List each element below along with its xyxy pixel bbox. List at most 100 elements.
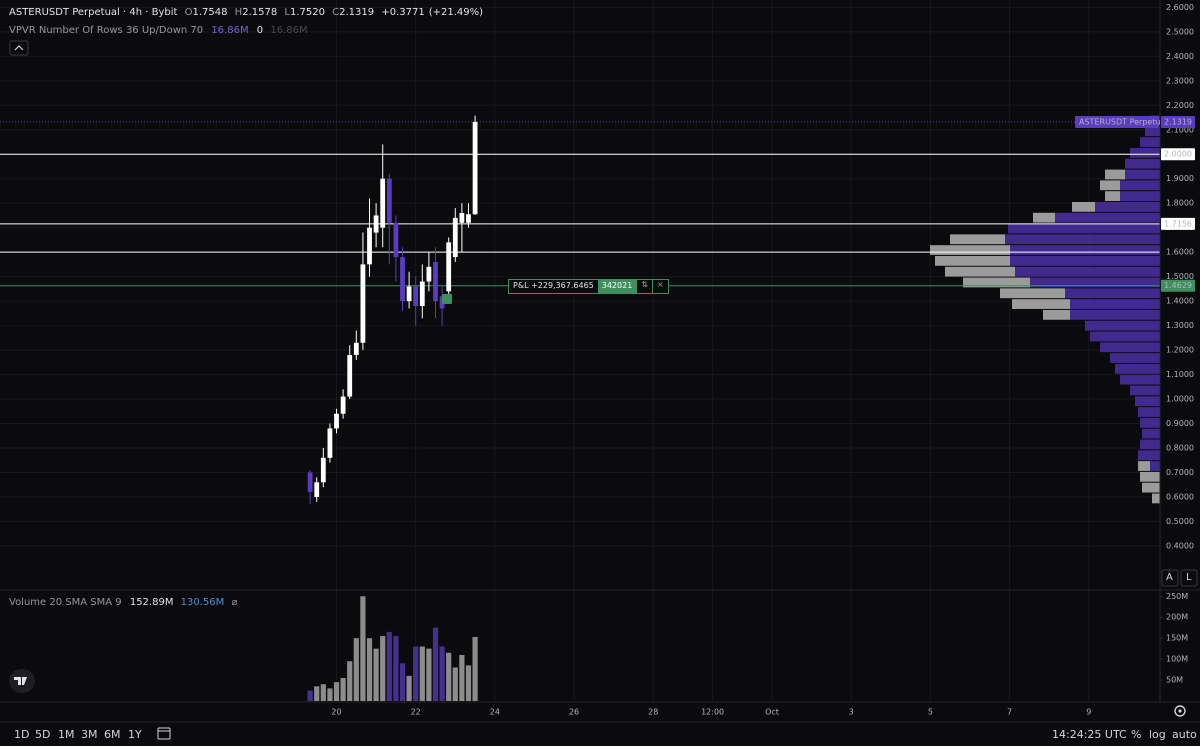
axis-button[interactable]: [1180, 569, 1198, 587]
vpvr-up: [1138, 450, 1160, 461]
y-tick-label: 0.4000: [1166, 541, 1194, 550]
candle-body: [426, 266, 432, 282]
y-tick-label: 2.1000: [1166, 125, 1194, 134]
order-marker[interactable]: [442, 294, 452, 304]
position-label[interactable]: P&L +229,367.6465 342021 ⇅ ×: [508, 279, 669, 294]
indicator-value: 16.86M: [270, 25, 308, 36]
vpvr-up: [1140, 137, 1160, 147]
volume-bar: [419, 646, 425, 701]
volume-bar: [439, 646, 445, 701]
indicator-value: 0: [256, 25, 264, 36]
ohlc-value: 2.1319: [339, 7, 375, 18]
vpvr-up: [1120, 180, 1160, 191]
settings-icon-dot: [1178, 709, 1182, 713]
y-tick-label: 2.3000: [1166, 76, 1194, 85]
y-tick-label: 0.9000: [1166, 419, 1194, 428]
last-price-label: 2.1319: [1164, 117, 1192, 126]
axis-button-label[interactable]: A: [1166, 572, 1173, 583]
candle-body: [327, 428, 333, 458]
volume-bar: [446, 652, 452, 701]
candle-body: [472, 121, 478, 215]
x-tick-label: 24: [490, 708, 500, 717]
change-pct: (+21.49%): [428, 7, 484, 18]
vpvr-down: [1105, 191, 1120, 201]
y-tick-label: 2.2000: [1166, 101, 1194, 110]
candles: [307, 115, 478, 701]
x-tick-label: 3: [849, 708, 854, 717]
candle-body: [419, 281, 425, 307]
candle-body: [353, 342, 359, 355]
vpvr-up: [1030, 277, 1160, 288]
y-tick-label: 1.8000: [1166, 199, 1194, 208]
candle-body: [314, 482, 320, 497]
axis-button-label[interactable]: L: [1186, 572, 1192, 583]
range-button[interactable]: 5D: [35, 728, 51, 741]
vpvr-up: [1005, 234, 1160, 245]
vpvr-up: [1125, 158, 1160, 169]
ohlc-label: L: [284, 7, 290, 18]
x-tick-label: 26: [569, 708, 579, 717]
candle-body: [367, 227, 372, 265]
vpvr-up: [1090, 331, 1160, 342]
vpvr-down: [935, 255, 1010, 266]
volume-legend: Volume 20 SMA SMA 9 152.89M 130.56M ⌀: [9, 597, 237, 608]
calendar-icon[interactable]: [157, 727, 171, 740]
volume-tick-label: 50M: [1166, 676, 1183, 685]
indicator-value: 152.89M: [129, 597, 174, 608]
ohlc-label: C: [332, 7, 340, 18]
vpvr-up: [1138, 407, 1160, 417]
volume-bar: [333, 682, 340, 701]
vpvr-down: [930, 245, 1010, 255]
volume-bar: [393, 636, 399, 701]
price-tag-label: 1.7156: [1164, 219, 1192, 228]
volume-tick-label: 150M: [1166, 634, 1188, 643]
candle-body: [459, 212, 465, 223]
x-tick-label: 7: [1007, 708, 1012, 717]
price-tag-label: 1.4629: [1164, 281, 1192, 290]
range-button[interactable]: 3M: [81, 728, 98, 741]
vpvr-up: [1130, 385, 1160, 396]
vpvr-up: [1085, 320, 1160, 331]
axis-button[interactable]: [1161, 569, 1179, 587]
vpvr-up: [1120, 374, 1160, 385]
vpvr-up: [1150, 461, 1160, 471]
volume-bar: [459, 654, 465, 701]
symbol-title: ASTERUSDT Perpetual · 4h · Bybit: [9, 7, 178, 18]
range-button[interactable]: 1Y: [128, 728, 142, 741]
symbol-header: ASTERUSDT Perpetual · 4h · Bybit O1.7548…: [9, 7, 487, 18]
range-button[interactable]: 1M: [58, 728, 75, 741]
collapse-button[interactable]: [9, 40, 29, 56]
vpvr-up: [1055, 212, 1160, 223]
indicator-label: VPVR Number Of Rows 36 Up/Down 70: [9, 25, 204, 36]
volume-tick-label: 200M: [1166, 613, 1188, 622]
vpvr-up: [1008, 223, 1160, 234]
candle-body: [433, 261, 438, 302]
scale-option[interactable]: auto: [1172, 728, 1197, 741]
range-button[interactable]: 6M: [104, 728, 121, 741]
reverse-icon[interactable]: ⇅: [636, 280, 652, 293]
vpvr-legend: VPVR Number Of Rows 36 Up/Down 70 16.86M…: [9, 25, 308, 36]
visibility-icon[interactable]: ⌀: [231, 597, 238, 608]
scale-option[interactable]: %: [1131, 728, 1142, 741]
y-tick-label: 2.6000: [1166, 3, 1194, 12]
y-tick-label: 0.7000: [1166, 468, 1194, 477]
close-icon[interactable]: ×: [652, 280, 668, 293]
vpvr-up: [1120, 191, 1160, 201]
candle-body: [320, 457, 326, 483]
volume-bar: [399, 663, 406, 701]
vpvr-down: [963, 277, 1030, 288]
volume-bar: [320, 684, 326, 701]
candle-body: [307, 472, 313, 493]
volume-bar: [426, 648, 432, 701]
candle-body: [347, 354, 353, 397]
vpvr-up: [1070, 309, 1160, 320]
range-button[interactable]: 1D: [14, 728, 30, 741]
y-tick-label: 1.3000: [1166, 321, 1194, 330]
settings-icon[interactable]: [1174, 705, 1186, 717]
vpvr-up: [1142, 428, 1160, 439]
ohlc-label: H: [234, 7, 243, 18]
vpvr-up: [1070, 299, 1160, 309]
scale-option[interactable]: log: [1149, 728, 1166, 741]
candle-body: [452, 217, 458, 258]
